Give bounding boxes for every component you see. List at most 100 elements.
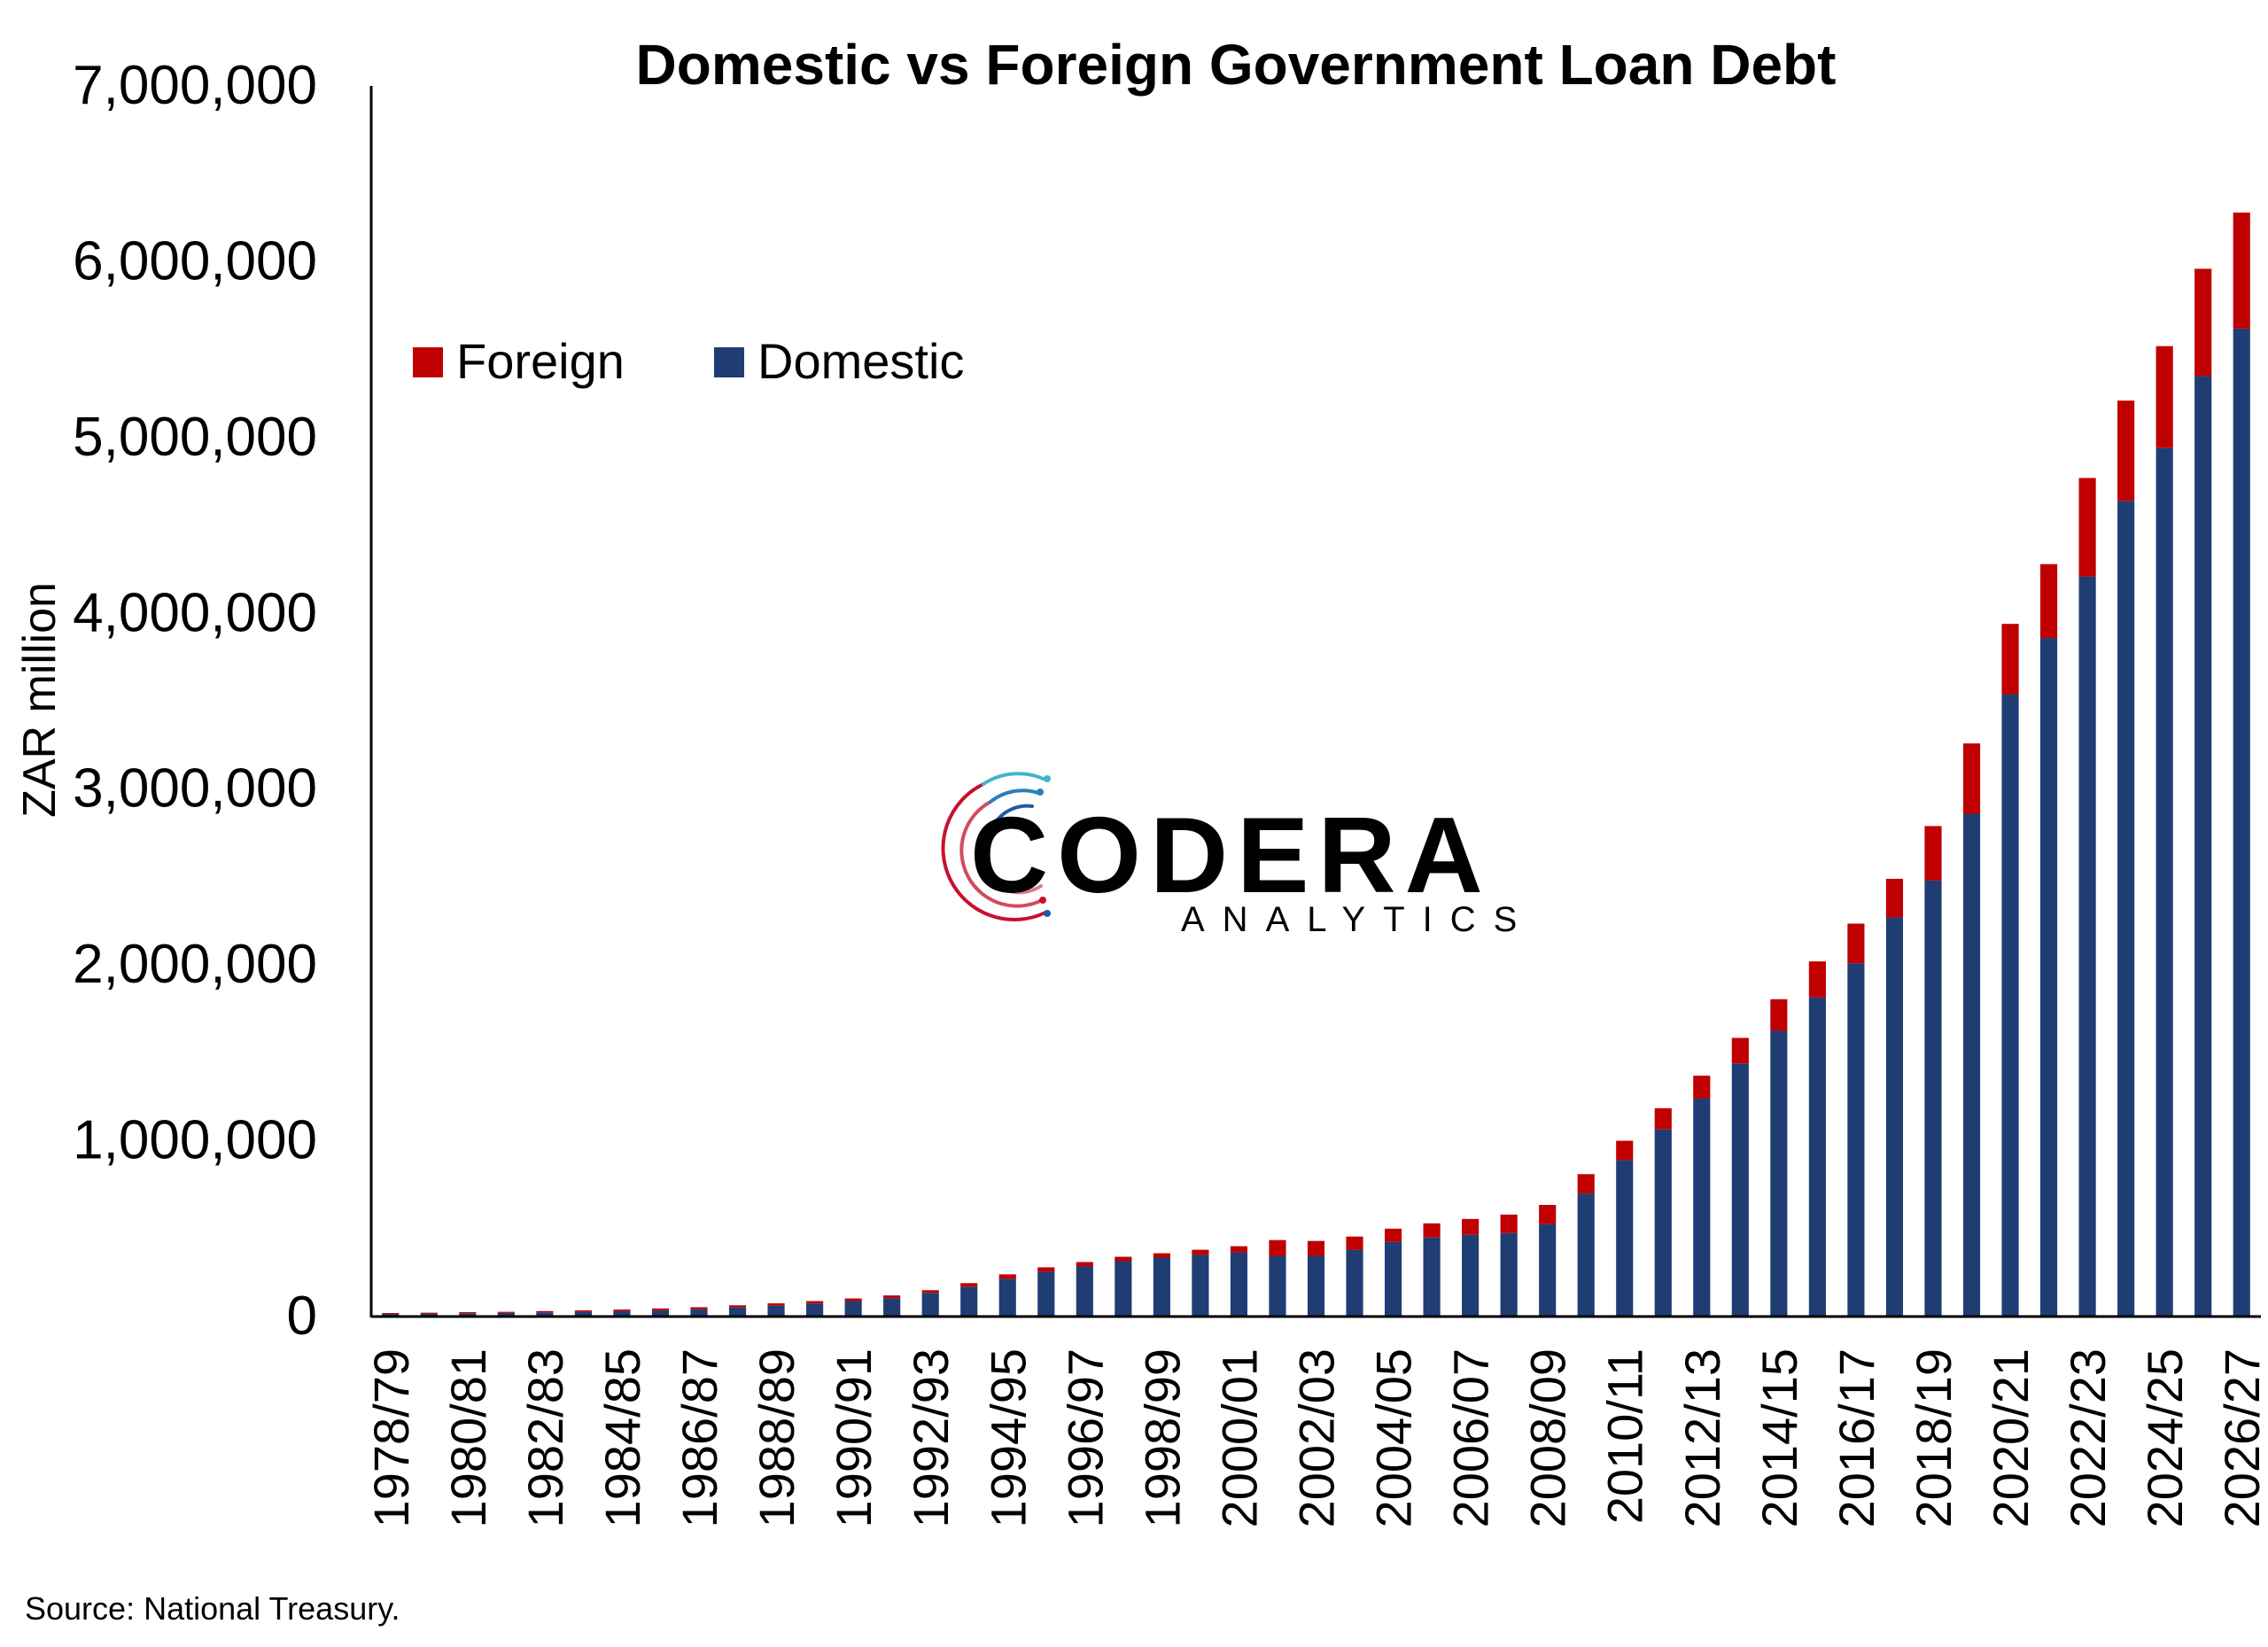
y-tick-label: 0 [287, 1286, 317, 1347]
bar-foreign [1269, 1239, 1286, 1256]
bar-foreign [536, 1310, 554, 1313]
bar-foreign [1346, 1236, 1363, 1250]
bar-domestic [998, 1278, 1016, 1317]
bar-domestic [2001, 694, 2019, 1317]
bar-foreign [2040, 563, 2058, 639]
bar-foreign [1924, 826, 1942, 881]
x-tick-label: 2016/17 [1829, 1348, 1884, 1527]
bar-foreign [1962, 743, 1981, 814]
bar-foreign [2001, 624, 2019, 695]
bar-domestic [1924, 880, 1942, 1317]
bar-domestic [536, 1312, 554, 1317]
bar-foreign [1230, 1246, 1248, 1253]
bar-domestic [1153, 1257, 1170, 1317]
bar-domestic [2078, 576, 2096, 1317]
x-tick-label: 2012/13 [1674, 1348, 1730, 1527]
bar-foreign [806, 1301, 824, 1304]
chart-title: Domestic vs Foreign Government Loan Debt [636, 33, 1837, 97]
bar-domestic [1423, 1237, 1441, 1317]
bar-foreign [960, 1283, 978, 1287]
bar-foreign [1808, 961, 1826, 998]
logo-subtitle: ANALYTICS [1181, 900, 1534, 939]
bar-foreign [690, 1307, 708, 1309]
bar-domestic [420, 1313, 438, 1317]
bar-domestic [2117, 501, 2135, 1317]
bar-foreign [613, 1309, 631, 1311]
bar-foreign [1693, 1076, 1711, 1099]
bar-foreign [1115, 1256, 1132, 1262]
bar-foreign [998, 1274, 1016, 1279]
bar-foreign [1192, 1249, 1209, 1255]
bar-foreign [1577, 1174, 1595, 1194]
bar-domestic [1076, 1266, 1093, 1317]
bar-foreign [1539, 1204, 1557, 1224]
x-axis-ticks: 1978/79 1980/81 1982/83 1984/85 1986/87 1988/… [363, 1348, 2268, 1527]
bar-foreign [1423, 1223, 1441, 1238]
bar-domestic [690, 1309, 708, 1317]
bar-domestic [1307, 1255, 1325, 1317]
bar-domestic [1885, 917, 1904, 1317]
bar-domestic [2233, 328, 2250, 1317]
bar-foreign [1616, 1140, 1634, 1161]
x-tick-label: 2020/21 [1983, 1348, 2039, 1527]
y-axis-ticks: 0 1,000,000 2,000,000 3,000,000 4,000,000 5,0… [73, 55, 317, 1347]
bar-series [382, 212, 2250, 1317]
bar-domestic [459, 1313, 477, 1317]
bar-foreign [1885, 878, 1904, 918]
bar-foreign [382, 1313, 400, 1315]
x-tick-label: 1990/91 [826, 1348, 882, 1527]
x-tick-label: 1984/85 [594, 1348, 650, 1527]
bar-foreign [883, 1295, 901, 1299]
bar-domestic [1462, 1234, 1480, 1317]
x-tick-label: 1982/83 [517, 1348, 573, 1527]
logo-ring-icon [941, 772, 1051, 921]
x-tick-label: 1986/87 [672, 1348, 727, 1527]
bar-domestic [1693, 1098, 1711, 1317]
bar-domestic [1962, 813, 1981, 1317]
x-tick-label: 2014/15 [1751, 1348, 1807, 1527]
x-tick-label: 2000/01 [1211, 1348, 1267, 1527]
bar-domestic [1731, 1063, 1749, 1317]
bar-domestic [883, 1298, 901, 1317]
y-tick-label: 4,000,000 [73, 582, 317, 643]
bar-foreign [921, 1290, 939, 1294]
y-tick-label: 6,000,000 [73, 230, 317, 291]
x-tick-label: 2024/25 [2137, 1348, 2193, 1527]
source-note: Source: National Treasury. [25, 1590, 400, 1627]
bar-foreign [844, 1298, 862, 1301]
bar-foreign [1037, 1267, 1055, 1272]
bar-domestic [1192, 1255, 1209, 1317]
bar-foreign [1076, 1262, 1093, 1267]
x-tick-label: 1996/97 [1057, 1348, 1113, 1527]
x-tick-label: 1992/93 [903, 1348, 959, 1527]
x-tick-label: 2022/23 [2060, 1348, 2116, 1527]
x-tick-label: 1988/89 [749, 1348, 804, 1527]
bar-foreign [767, 1303, 785, 1306]
x-tick-label: 2006/07 [1443, 1348, 1499, 1527]
codera-logo: CODERA ANALYTICS [941, 772, 1534, 939]
x-tick-label: 1994/95 [980, 1348, 1036, 1527]
x-tick-label: 2026/27 [2214, 1348, 2268, 1527]
bar-domestic [613, 1310, 631, 1317]
bar-foreign [1500, 1214, 1518, 1233]
bar-foreign [574, 1310, 592, 1312]
bar-foreign [1847, 923, 1865, 964]
bar-domestic [1654, 1129, 1672, 1317]
bar-domestic [651, 1309, 670, 1317]
bar-domestic [1500, 1232, 1518, 1317]
bar-domestic [1577, 1193, 1595, 1317]
x-tick-label: 1978/79 [363, 1348, 419, 1527]
y-tick-label: 1,000,000 [73, 1110, 317, 1171]
bar-domestic [1384, 1241, 1402, 1317]
bar-domestic [1770, 1030, 1788, 1317]
legend-label-domestic: Domestic [757, 333, 964, 389]
bar-domestic [1037, 1271, 1055, 1317]
y-axis-title: ZAR million [14, 582, 66, 818]
bar-domestic [1115, 1261, 1132, 1317]
y-tick-label: 2,000,000 [73, 934, 317, 995]
bar-domestic [1808, 997, 1826, 1317]
bar-domestic [497, 1312, 515, 1317]
logo-wordmark: CODERA [970, 795, 1492, 915]
bar-domestic [2040, 638, 2058, 1317]
bar-foreign [651, 1308, 670, 1310]
